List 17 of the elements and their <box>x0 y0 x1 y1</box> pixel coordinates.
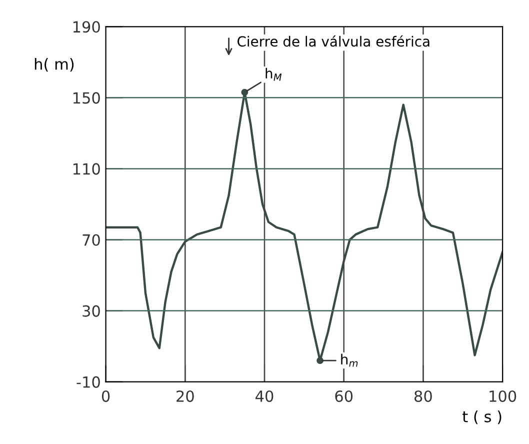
x-tick-label: 40 <box>256 390 274 402</box>
y-tick-label: -10 <box>76 376 100 388</box>
x-axis-title: t ( s ) <box>462 410 502 424</box>
x-tick-label: 100 <box>490 390 516 402</box>
annotation: h$_{M}$ <box>266 68 282 81</box>
y-tick-label: 150 <box>73 92 100 104</box>
x-tick-label: 80 <box>414 390 432 402</box>
annotation: Cierre de la válvula esférica <box>238 35 430 47</box>
annotation: h$_{m}$ <box>341 354 358 367</box>
y-tick-label: 70 <box>82 234 100 246</box>
y-tick-label: 30 <box>82 305 100 317</box>
x-tick-label: 60 <box>335 390 353 402</box>
y-tick-label: 190 <box>73 21 100 33</box>
y-axis-title: h( m) <box>34 58 74 72</box>
x-tick-label: 20 <box>176 390 194 402</box>
y-tick-label: 110 <box>73 163 100 175</box>
x-tick-label: 0 <box>102 390 110 402</box>
